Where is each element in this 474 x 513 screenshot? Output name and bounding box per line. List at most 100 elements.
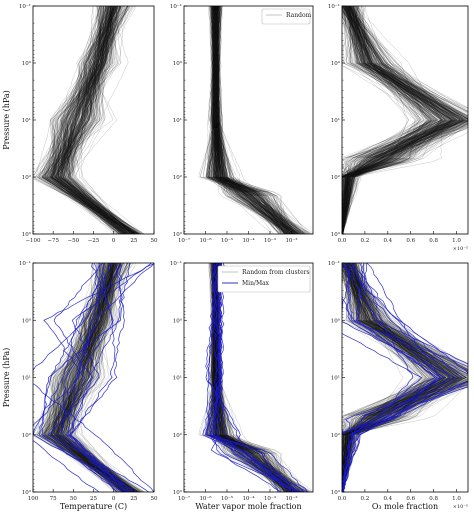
profile-line <box>209 263 302 492</box>
profile-line <box>66 263 134 492</box>
profile-line <box>216 6 289 234</box>
y-tick-label: 10⁻¹ <box>328 3 340 10</box>
profile-line <box>342 263 404 492</box>
profile-line <box>342 12 429 234</box>
profile-line <box>68 6 130 234</box>
profile-line <box>216 6 309 234</box>
profile-line <box>47 6 128 234</box>
profile-line <box>213 6 302 234</box>
x-tick-label: 0.6 <box>406 238 415 244</box>
x-tick-label: 10⁻⁶ <box>199 495 212 502</box>
profile-line <box>342 6 458 234</box>
profile-line <box>69 6 132 234</box>
profile-line <box>51 6 131 234</box>
y-tick-label: 10³ <box>331 231 340 238</box>
profile-line <box>55 6 137 234</box>
profile-line <box>210 6 281 234</box>
profile-line <box>41 263 136 492</box>
profile-line <box>342 6 431 234</box>
profile-line <box>342 264 439 492</box>
profile-line <box>342 263 459 492</box>
profile-line <box>43 6 140 234</box>
profile-line <box>211 6 303 234</box>
profile-line <box>70 6 129 234</box>
profile-line <box>342 6 433 234</box>
legend-box <box>261 8 311 25</box>
profile-line <box>41 6 135 234</box>
profile-line <box>342 15 464 234</box>
profile-line <box>60 6 138 234</box>
profile-line <box>211 6 312 234</box>
profile-line <box>40 6 125 234</box>
profile-line <box>210 6 279 234</box>
x-tick-label: 0 <box>112 496 116 502</box>
profile-line <box>342 6 468 234</box>
profile-line <box>50 6 125 234</box>
profile-line <box>342 272 468 492</box>
profile-line <box>342 263 468 492</box>
profile-line <box>342 6 424 234</box>
profile-line <box>55 6 129 234</box>
x-axis-label: O₃ mole fraction <box>372 502 438 511</box>
profile-line <box>51 263 136 492</box>
profile-line <box>342 8 433 234</box>
profile-line <box>44 263 142 492</box>
x-tick-label: 10⁻³ <box>264 495 276 502</box>
profile-line <box>208 6 310 234</box>
profile-line <box>342 263 424 492</box>
profile-line <box>342 6 468 234</box>
profile-line <box>342 6 468 234</box>
profile-line <box>342 6 431 234</box>
x-tick-label: 0.4 <box>383 238 392 244</box>
profile-line <box>342 263 455 492</box>
profile-line <box>53 6 122 234</box>
x-tick-label: 25 <box>130 496 137 502</box>
profile-line <box>342 263 458 492</box>
profile-line <box>55 6 144 234</box>
profile-line <box>214 6 297 234</box>
profile-line <box>209 6 310 234</box>
profile-line <box>206 6 294 234</box>
legend-label: Min/Max <box>242 280 270 287</box>
profile-line <box>342 263 460 492</box>
y-tick-label: 10³ <box>22 231 31 238</box>
profile-line <box>33 6 139 234</box>
profile-line <box>342 6 458 234</box>
profile-line <box>213 6 298 234</box>
profile-line <box>57 6 127 234</box>
profile-line <box>58 6 124 234</box>
profile-line <box>47 263 139 492</box>
profile-line <box>342 6 459 234</box>
profile-line <box>342 263 465 490</box>
legend-label: Random <box>286 12 312 19</box>
profile-line <box>342 6 454 234</box>
profile-line <box>342 6 455 234</box>
profile-line <box>45 6 137 234</box>
profile-line <box>214 263 295 492</box>
profile-line <box>342 6 462 234</box>
profile-line <box>342 6 467 234</box>
profile-line <box>44 6 139 234</box>
profile-line <box>54 6 126 234</box>
profile-line <box>342 6 465 234</box>
profile-line <box>42 263 126 492</box>
profile-line <box>342 263 468 492</box>
profile-line <box>215 6 299 234</box>
profile-line <box>43 6 138 234</box>
profile-line <box>76 6 124 234</box>
x-tick-label: 10⁻⁴ <box>242 495 255 502</box>
profile-line <box>48 263 135 492</box>
profile-line <box>342 6 457 234</box>
y-tick-label: 10² <box>331 432 340 439</box>
profile-line <box>45 6 130 234</box>
profile-line <box>342 6 468 234</box>
profile-line <box>59 6 126 234</box>
profile-line <box>207 6 283 234</box>
profile-line <box>342 275 468 492</box>
profile-line <box>45 263 130 492</box>
profile-line <box>342 263 468 488</box>
profile-line <box>342 263 464 492</box>
profile-line <box>37 6 119 234</box>
